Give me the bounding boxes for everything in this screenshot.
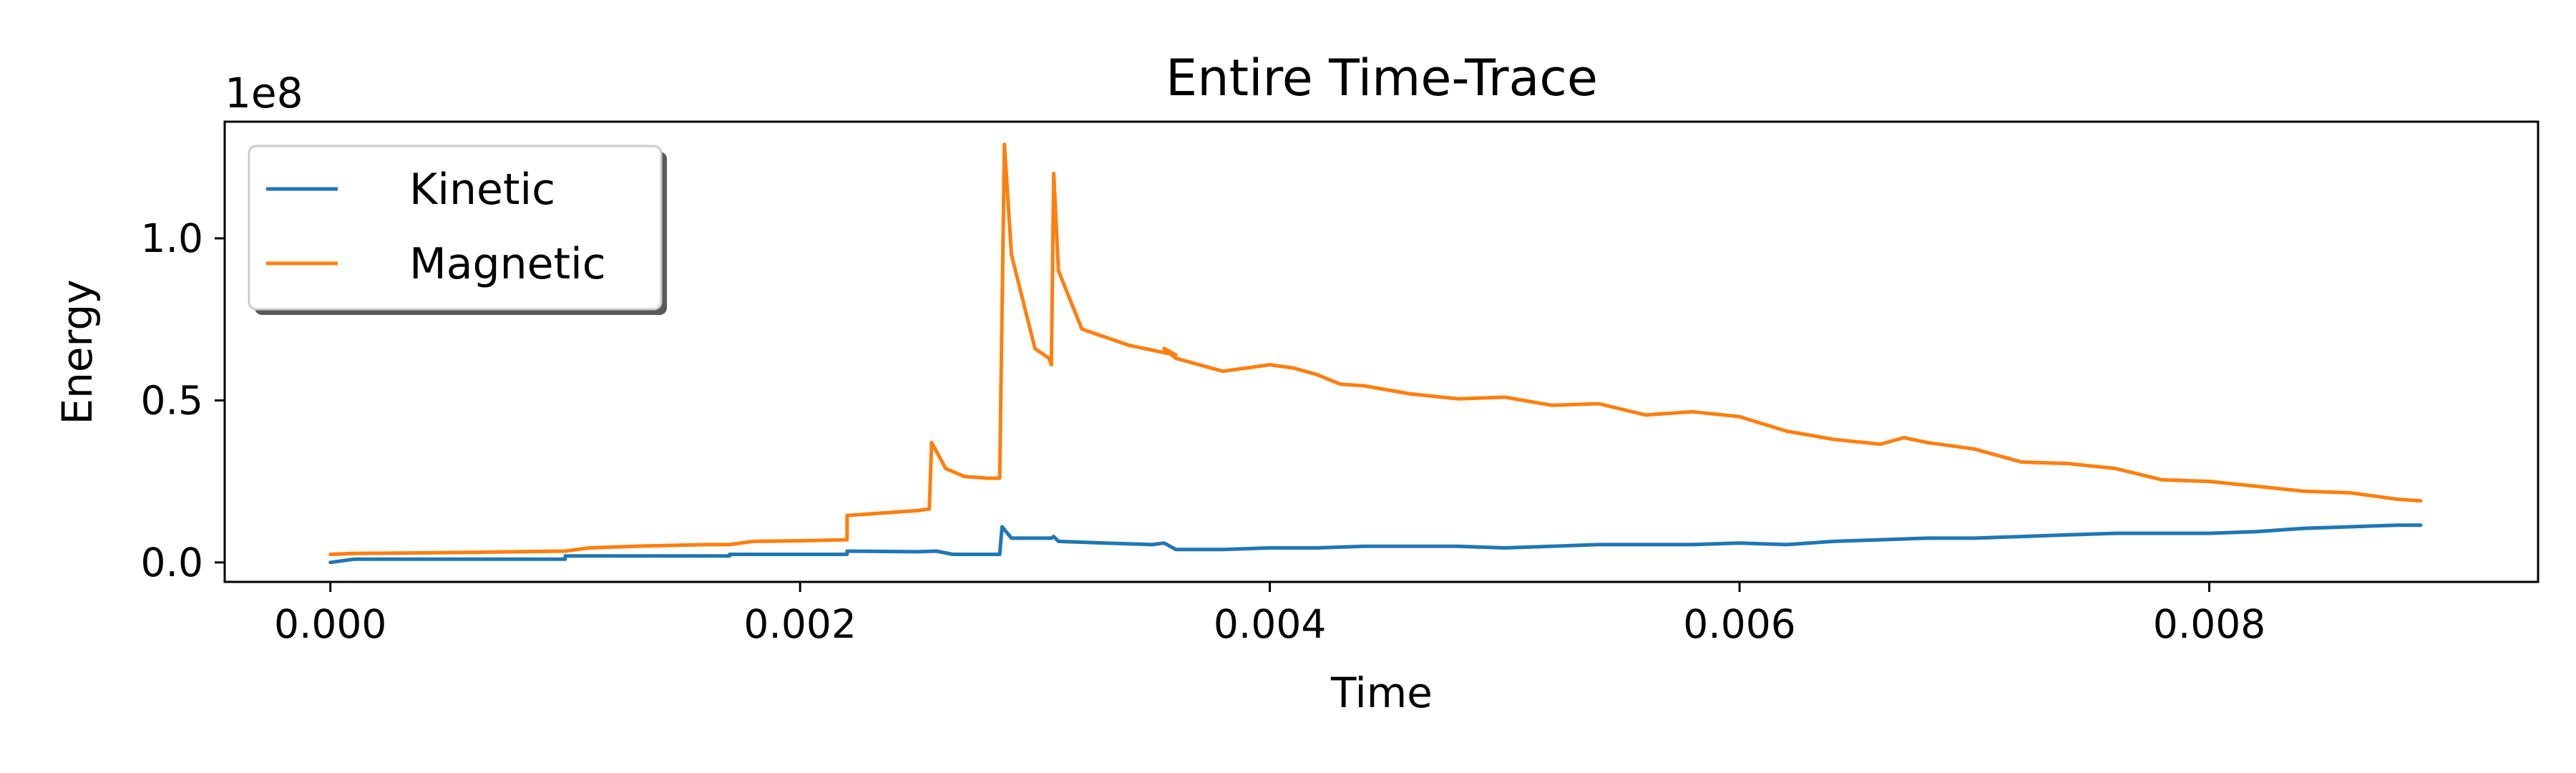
y-axis-scale-label: 1e8: [225, 69, 303, 117]
legend-label: Magnetic: [409, 239, 606, 289]
x-tick-label: 0.002: [743, 601, 856, 647]
y-tick-label: 0.5: [141, 377, 203, 423]
y-tick-label: 0.0: [141, 540, 203, 585]
chart-title: Entire Time-Trace: [1166, 49, 1598, 107]
plot-frame: [223, 120, 2540, 583]
axis-ticks: 0.000 0.002 0.004 0.006 0.008 0.0 0.5 1.0: [141, 215, 2266, 647]
y-tick-label: 1.0: [141, 215, 203, 261]
x-tick-label: 0.006: [1683, 601, 1795, 647]
x-tick-label: 0.004: [1214, 601, 1326, 647]
legend-box: [248, 145, 663, 311]
legend-label: Kinetic: [409, 165, 555, 215]
x-axis-label: Time: [1330, 669, 1433, 717]
x-tick-label: 0.000: [274, 601, 386, 647]
legend: Kinetic Magnetic: [248, 145, 667, 315]
y-axis-label: Energy: [53, 279, 102, 424]
x-tick-label: 0.008: [2153, 601, 2265, 647]
series-line-kinetic: [328, 523, 2423, 565]
series-lines: [328, 142, 2423, 565]
series-line-magnetic: [328, 142, 2423, 556]
